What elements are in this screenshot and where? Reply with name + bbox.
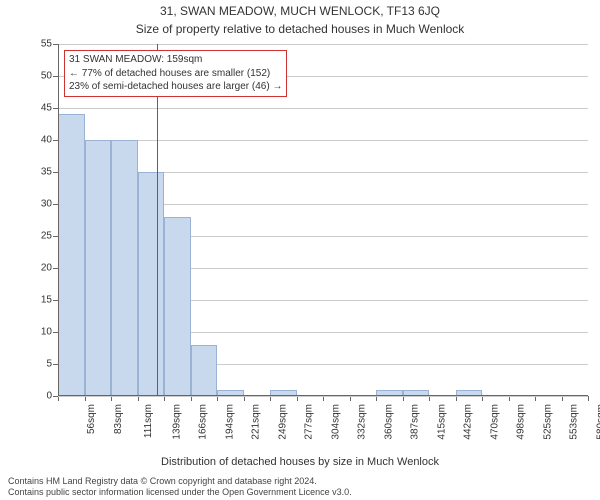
plot-area: 051015202530354045505556sqm83sqm111sqm13… (58, 44, 588, 396)
x-axis-label: Distribution of detached houses by size … (0, 456, 600, 468)
y-tick-label: 30 (24, 199, 52, 210)
histogram-bar (85, 140, 112, 396)
annotation-line: ← 77% of detached houses are smaller (15… (69, 67, 282, 81)
attribution-line1: Contains HM Land Registry data © Crown c… (8, 476, 352, 487)
x-tick-label: 221sqm (251, 404, 262, 440)
y-tick-label: 50 (24, 71, 52, 82)
histogram-bar (111, 140, 138, 396)
y-tick-label: 0 (24, 391, 52, 402)
x-tick-label: 442sqm (463, 404, 474, 440)
x-tick-label: 387sqm (410, 404, 421, 440)
x-tick-label: 249sqm (277, 404, 288, 440)
x-tick-label: 580sqm (595, 404, 600, 440)
title-subtitle: Size of property relative to detached ho… (0, 22, 600, 36)
annotation-box: 31 SWAN MEADOW: 159sqm← 77% of detached … (64, 50, 287, 97)
y-tick-label: 45 (24, 103, 52, 114)
y-tick-label: 5 (24, 359, 52, 370)
reference-line (157, 44, 158, 396)
gridline (58, 108, 588, 109)
y-tick-label: 40 (24, 135, 52, 146)
x-tick-label: 470sqm (489, 404, 500, 440)
y-tick-label: 55 (24, 39, 52, 50)
x-tick-label: 332sqm (357, 404, 368, 440)
histogram-bar (138, 172, 165, 396)
x-tick-label: 194sqm (224, 404, 235, 440)
x-tick-label: 56sqm (86, 404, 97, 434)
gridline (58, 44, 588, 45)
attribution-line2: Contains public sector information licen… (8, 487, 352, 498)
y-axis-line (58, 44, 59, 396)
annotation-line: 23% of semi-detached houses are larger (… (69, 80, 282, 94)
attribution: Contains HM Land Registry data © Crown c… (8, 476, 352, 499)
x-tick-label: 111sqm (143, 404, 154, 438)
y-tick-label: 10 (24, 327, 52, 338)
x-tick-label: 166sqm (198, 404, 209, 440)
x-tick-label: 360sqm (383, 404, 394, 440)
gridline (58, 140, 588, 141)
x-tick-label: 139sqm (171, 404, 182, 440)
chart-container: 31, SWAN MEADOW, MUCH WENLOCK, TF13 6JQ … (0, 0, 600, 500)
x-tick-label: 553sqm (569, 404, 580, 440)
x-tick-label: 415sqm (436, 404, 447, 440)
histogram-bar (164, 217, 191, 396)
x-tick-label: 525sqm (542, 404, 553, 440)
x-tick-label: 277sqm (304, 404, 315, 440)
x-axis-line (58, 395, 588, 396)
y-tick-label: 20 (24, 263, 52, 274)
gridline (58, 396, 588, 397)
histogram-bar (191, 345, 218, 396)
y-tick-label: 35 (24, 167, 52, 178)
y-tick-label: 15 (24, 295, 52, 306)
x-tick-label: 498sqm (516, 404, 527, 440)
x-tick-mark (588, 396, 589, 401)
x-tick-label: 304sqm (330, 404, 341, 440)
x-tick-label: 83sqm (113, 404, 124, 434)
annotation-line: 31 SWAN MEADOW: 159sqm (69, 53, 282, 67)
title-address: 31, SWAN MEADOW, MUCH WENLOCK, TF13 6JQ (0, 4, 600, 18)
histogram-bar (58, 114, 85, 396)
y-tick-label: 25 (24, 231, 52, 242)
